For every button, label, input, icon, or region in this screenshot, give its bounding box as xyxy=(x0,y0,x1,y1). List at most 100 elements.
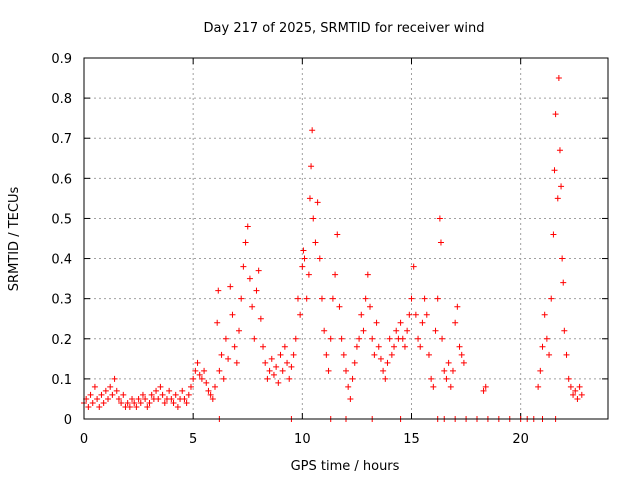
data-point xyxy=(194,359,201,366)
y-tick-label: 0.5 xyxy=(51,212,72,227)
data-point xyxy=(555,75,562,82)
data-point xyxy=(574,395,581,402)
data-point xyxy=(404,327,411,334)
data-point xyxy=(174,403,181,410)
data-point xyxy=(225,355,232,362)
data-point xyxy=(436,215,443,222)
x-tick-label: 0 xyxy=(80,432,88,447)
data-point xyxy=(255,267,262,274)
y-tick-label: 0 xyxy=(64,413,72,428)
data-point xyxy=(215,287,222,294)
data-point xyxy=(452,319,459,326)
data-point xyxy=(253,287,260,294)
data-point xyxy=(327,335,334,342)
data-point xyxy=(157,383,164,390)
data-point xyxy=(220,375,227,382)
data-point xyxy=(161,399,168,406)
data-point xyxy=(309,127,316,134)
data-point xyxy=(401,343,408,350)
data-point xyxy=(238,295,245,302)
x-tick-label: 5 xyxy=(189,432,197,447)
data-point xyxy=(364,271,371,278)
data-point xyxy=(362,295,369,302)
data-point xyxy=(567,383,574,390)
data-point xyxy=(323,351,330,358)
data-point xyxy=(380,367,387,374)
data-point xyxy=(98,391,105,398)
data-point xyxy=(120,391,127,398)
data-point xyxy=(321,327,328,334)
data-point xyxy=(360,327,367,334)
data-point xyxy=(432,327,439,334)
data-point xyxy=(377,355,384,362)
data-point xyxy=(146,399,153,406)
data-point xyxy=(137,399,144,406)
data-point xyxy=(334,231,341,238)
data-point xyxy=(273,363,280,370)
data-point xyxy=(148,391,155,398)
data-point xyxy=(249,303,256,310)
data-point xyxy=(443,375,450,382)
data-point xyxy=(155,395,162,402)
data-point xyxy=(456,343,463,350)
data-point xyxy=(124,399,131,406)
data-point xyxy=(216,367,223,374)
data-point xyxy=(393,327,400,334)
data-point xyxy=(578,391,585,398)
plot-frame xyxy=(83,57,609,420)
data-point xyxy=(351,359,358,366)
data-point xyxy=(318,295,325,302)
data-point xyxy=(231,343,238,350)
y-tick-label: 0.6 xyxy=(51,172,72,187)
data-point xyxy=(552,111,559,118)
data-point xyxy=(550,231,557,238)
data-point xyxy=(142,395,149,402)
data-point xyxy=(201,367,208,374)
data-point xyxy=(308,163,315,170)
data-point xyxy=(94,395,101,402)
data-point xyxy=(437,239,444,246)
data-point xyxy=(301,255,308,262)
data-point xyxy=(290,351,297,358)
data-point xyxy=(85,403,92,410)
data-point xyxy=(375,343,382,350)
data-point xyxy=(181,395,188,402)
data-point xyxy=(340,351,347,358)
data-point xyxy=(198,375,205,382)
data-point xyxy=(229,311,236,318)
data-point xyxy=(135,395,142,402)
data-point xyxy=(246,275,253,282)
grid-lines xyxy=(84,58,608,419)
x-tick-label: 10 xyxy=(294,432,311,447)
data-point xyxy=(434,295,441,302)
data-point xyxy=(166,387,173,394)
data-point xyxy=(87,391,94,398)
data-point xyxy=(107,383,114,390)
data-point xyxy=(109,391,116,398)
data-point xyxy=(345,383,352,390)
data-point xyxy=(183,399,190,406)
data-point xyxy=(332,271,339,278)
data-point xyxy=(406,311,413,318)
y-tick-label: 0.8 xyxy=(51,92,72,107)
data-point xyxy=(244,223,251,230)
data-point xyxy=(187,383,194,390)
y-tick-label: 0.9 xyxy=(51,52,72,67)
data-point xyxy=(415,335,422,342)
data-point xyxy=(207,391,214,398)
data-point xyxy=(338,335,345,342)
x-tick-label: 15 xyxy=(403,432,420,447)
data-point xyxy=(539,343,546,350)
y-tick-label: 0.4 xyxy=(51,253,72,268)
data-point xyxy=(159,391,166,398)
data-point xyxy=(558,183,565,190)
data-point xyxy=(286,375,293,382)
data-point xyxy=(91,383,98,390)
data-point xyxy=(546,351,553,358)
data-point xyxy=(139,391,146,398)
data-point xyxy=(281,343,288,350)
data-point xyxy=(561,327,568,334)
data-point xyxy=(428,375,435,382)
data-point xyxy=(227,283,234,290)
data-point xyxy=(543,335,550,342)
